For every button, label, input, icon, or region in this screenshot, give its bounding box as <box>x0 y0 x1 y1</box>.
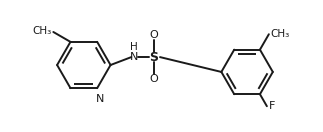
Text: CH₃: CH₃ <box>32 26 51 36</box>
Text: H: H <box>130 42 138 52</box>
Text: O: O <box>150 30 159 40</box>
Text: N: N <box>130 52 139 62</box>
Text: CH₃: CH₃ <box>271 29 290 39</box>
Text: F: F <box>269 101 275 111</box>
Text: N: N <box>96 94 104 104</box>
Text: S: S <box>150 51 159 64</box>
Text: O: O <box>150 74 159 84</box>
